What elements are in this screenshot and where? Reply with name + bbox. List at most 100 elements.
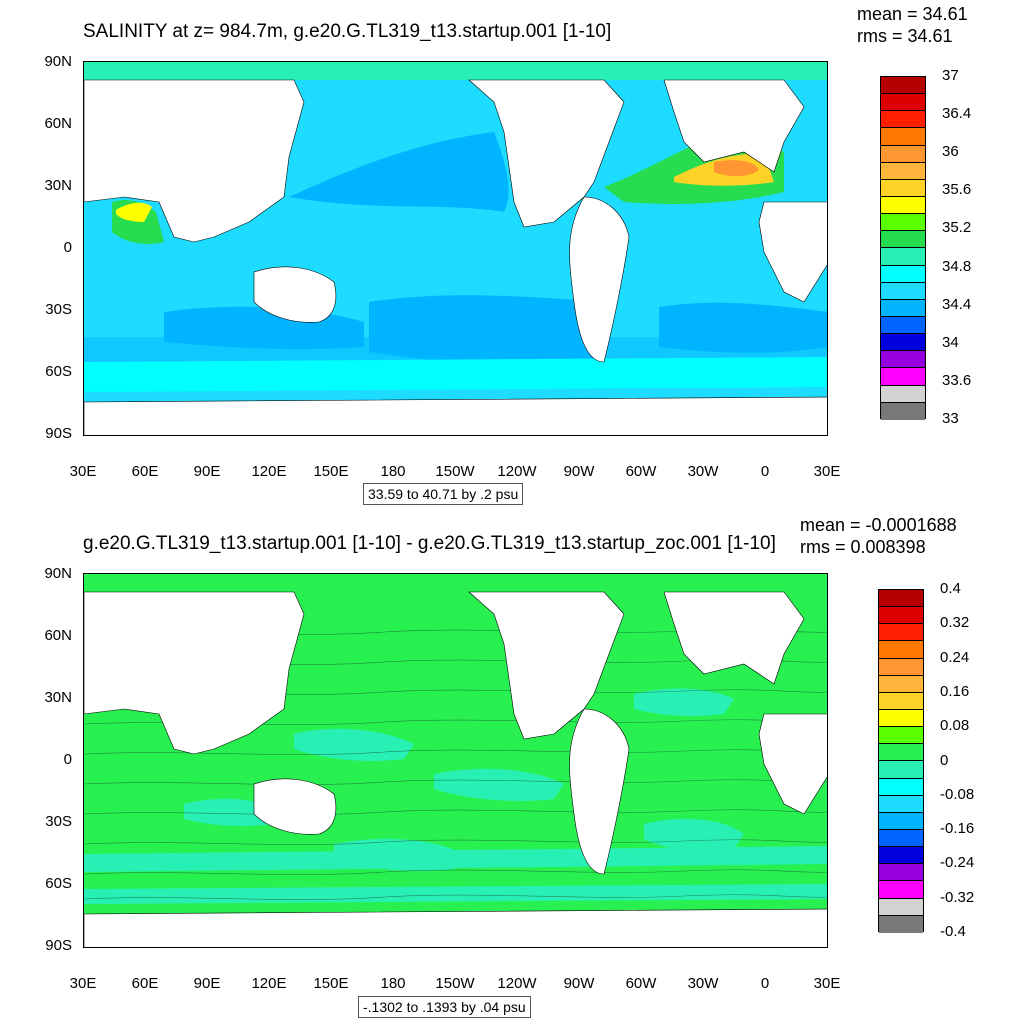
difference-map xyxy=(83,573,828,948)
colorbar-swatch xyxy=(879,658,923,676)
colorbar-swatch xyxy=(881,385,925,403)
lon-label: 90W xyxy=(563,975,595,992)
colorbar-swatch xyxy=(879,692,923,710)
colorbar-label: 0.32 xyxy=(940,614,970,632)
lon-label: 60W xyxy=(625,463,657,480)
cyan-patches xyxy=(84,688,827,904)
colorbar-swatch xyxy=(881,196,925,215)
lon-label: 90W xyxy=(563,463,595,480)
lat-label: 0 xyxy=(63,239,72,256)
lat-label: 30S xyxy=(45,301,72,318)
colorbar-swatch xyxy=(881,77,925,95)
lon-label: 30E xyxy=(69,463,97,480)
lon-label: 0 xyxy=(760,975,770,992)
lon-label: 30W xyxy=(687,975,719,992)
colorbar-swatch xyxy=(879,607,923,625)
mediterranean-core xyxy=(714,160,759,177)
colorbar-swatch xyxy=(881,351,925,369)
lon-label: 30E xyxy=(813,975,841,992)
colorbar-label: -0.24 xyxy=(940,854,975,872)
lon-label: 90E xyxy=(193,975,221,992)
colorbar-label: -0.16 xyxy=(940,820,975,838)
arctic-ocean-band xyxy=(84,62,827,80)
lat-label: 30N xyxy=(44,177,72,194)
colorbar-swatch xyxy=(879,727,923,745)
colorbar-swatch xyxy=(879,881,923,899)
lon-label: 90E xyxy=(193,463,221,480)
colorbar-label: -0.32 xyxy=(940,888,975,906)
colorbar-swatch xyxy=(881,179,925,197)
lat-label: 90S xyxy=(45,425,72,442)
colorbar-swatch xyxy=(881,145,925,163)
lat-label: 0 xyxy=(63,751,72,768)
continents xyxy=(84,591,827,947)
mean-label: mean = 34.61 xyxy=(857,4,968,24)
red-sea-outflow xyxy=(116,202,152,222)
colorbar-label: 34.8 xyxy=(942,257,972,275)
lon-label: 0 xyxy=(760,463,770,480)
difference-map-svg xyxy=(84,574,827,947)
mean-label: mean = -0.0001688 xyxy=(800,515,957,535)
salinity-map xyxy=(83,61,828,436)
lat-label: 90N xyxy=(44,53,72,70)
lon-label: 60E xyxy=(131,975,159,992)
lon-label: 180 xyxy=(380,975,406,992)
rms-label: rms = 0.008398 xyxy=(800,537,926,557)
colorbar-label: 33 xyxy=(942,410,959,427)
colorbar-label: 0.16 xyxy=(940,682,970,700)
colorbar-swatch xyxy=(881,214,925,232)
lon-label: 120W xyxy=(497,975,537,992)
lat-label: 60N xyxy=(44,115,72,132)
colorbar-label: 36.4 xyxy=(942,105,972,123)
lon-label: 60W xyxy=(625,975,657,992)
colorbar-label: 0.4 xyxy=(940,580,961,597)
colorbar xyxy=(880,76,926,420)
lat-label: 90S xyxy=(45,937,72,954)
continents xyxy=(84,79,827,435)
lon-label: 30W xyxy=(687,463,719,480)
colorbar-label: -0.08 xyxy=(940,785,975,803)
colorbar-swatch xyxy=(881,231,925,249)
colorbar xyxy=(878,589,924,933)
arctic-ocean-band xyxy=(84,574,827,592)
colorbar-swatch xyxy=(879,864,923,882)
colorbar-swatch xyxy=(879,590,923,608)
colorbar-swatch xyxy=(881,162,925,180)
salinity-map-svg xyxy=(84,62,827,435)
lon-label: 150E xyxy=(313,463,349,480)
colorbar-swatch xyxy=(881,334,925,352)
colorbar-swatch xyxy=(879,812,923,830)
contour-info-box: -.1302 to .1393 by .04 psu xyxy=(358,996,531,1018)
colorbar-swatch xyxy=(879,795,923,813)
colorbar-swatch xyxy=(879,829,923,848)
colorbar-label: 35.6 xyxy=(942,181,972,199)
rms-label: rms = 34.61 xyxy=(857,26,953,46)
contour-info-box: 33.59 to 40.71 by .2 psu xyxy=(363,483,524,505)
colorbar-label: 0.24 xyxy=(940,648,970,666)
colorbar-swatch xyxy=(879,709,923,728)
colorbar-swatch xyxy=(881,316,925,335)
lon-label: 150W xyxy=(435,975,475,992)
lon-label: 30E xyxy=(813,463,841,480)
colorbar-swatch xyxy=(879,898,923,916)
lon-label: 120E xyxy=(251,975,287,992)
southern-ocean-band xyxy=(84,357,827,392)
lon-label: 150W xyxy=(435,463,475,480)
lon-label: 60E xyxy=(131,463,159,480)
colorbar-label: 0 xyxy=(940,751,949,769)
lat-label: 60S xyxy=(45,363,72,380)
lat-label: 60S xyxy=(45,875,72,892)
colorbar-swatch xyxy=(881,128,925,146)
lon-label: 180 xyxy=(380,463,406,480)
colorbar-label: 0.08 xyxy=(940,717,970,735)
lat-label: 30S xyxy=(45,813,72,830)
colorbar-label: 34 xyxy=(942,333,959,351)
north-pacific-low xyxy=(289,132,509,212)
colorbar-label: 36 xyxy=(942,143,959,161)
difference-panel: g.e20.G.TL319_t13.startup.001 [1-10] - g… xyxy=(0,512,1024,1024)
colorbar-swatch xyxy=(881,282,925,300)
colorbar-label: -0.4 xyxy=(940,923,966,940)
colorbar-label: 34.4 xyxy=(942,295,972,313)
colorbar-swatch xyxy=(879,847,923,865)
plot-title: SALINITY at z= 984.7m, g.e20.G.TL319_t13… xyxy=(83,21,612,42)
